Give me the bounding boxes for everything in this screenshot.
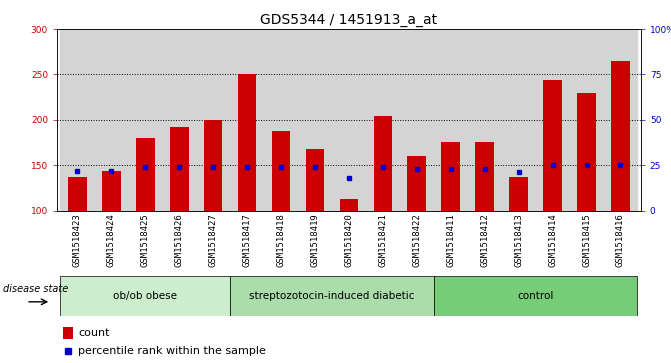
Bar	[502, 29, 535, 211]
Bar	[230, 29, 264, 211]
Bar	[306, 149, 324, 211]
Bar	[60, 29, 95, 211]
Bar	[340, 199, 358, 211]
Bar	[475, 143, 494, 211]
Bar	[196, 29, 230, 211]
Bar	[230, 276, 433, 316]
Text: disease state: disease state	[3, 284, 68, 294]
Bar	[374, 116, 392, 211]
Bar	[433, 276, 637, 316]
Bar	[63, 327, 73, 339]
Text: streptozotocin-induced diabetic: streptozotocin-induced diabetic	[249, 291, 415, 301]
Bar	[509, 177, 528, 211]
Bar	[535, 29, 570, 211]
Text: ob/ob obese: ob/ob obese	[113, 291, 177, 301]
Bar	[272, 131, 291, 211]
Text: percentile rank within the sample: percentile rank within the sample	[78, 346, 266, 356]
Bar	[68, 177, 87, 211]
Bar	[611, 61, 630, 211]
Bar	[170, 127, 189, 211]
Bar	[544, 80, 562, 211]
Bar	[433, 29, 468, 211]
Bar	[468, 29, 502, 211]
Bar	[162, 29, 196, 211]
Bar	[298, 29, 332, 211]
Bar	[577, 94, 596, 211]
Text: control: control	[517, 291, 554, 301]
Bar	[204, 120, 223, 211]
Bar	[366, 29, 400, 211]
Bar	[442, 143, 460, 211]
Title: GDS5344 / 1451913_a_at: GDS5344 / 1451913_a_at	[260, 13, 437, 26]
Bar	[400, 29, 433, 211]
Bar	[128, 29, 162, 211]
Bar	[238, 74, 256, 211]
Bar	[102, 171, 121, 211]
Bar	[95, 29, 128, 211]
Bar	[603, 29, 637, 211]
Bar	[264, 29, 298, 211]
Bar	[570, 29, 603, 211]
Bar	[407, 156, 426, 211]
Text: count: count	[78, 328, 109, 338]
Bar	[332, 29, 366, 211]
Bar	[60, 276, 230, 316]
Bar	[136, 138, 154, 211]
